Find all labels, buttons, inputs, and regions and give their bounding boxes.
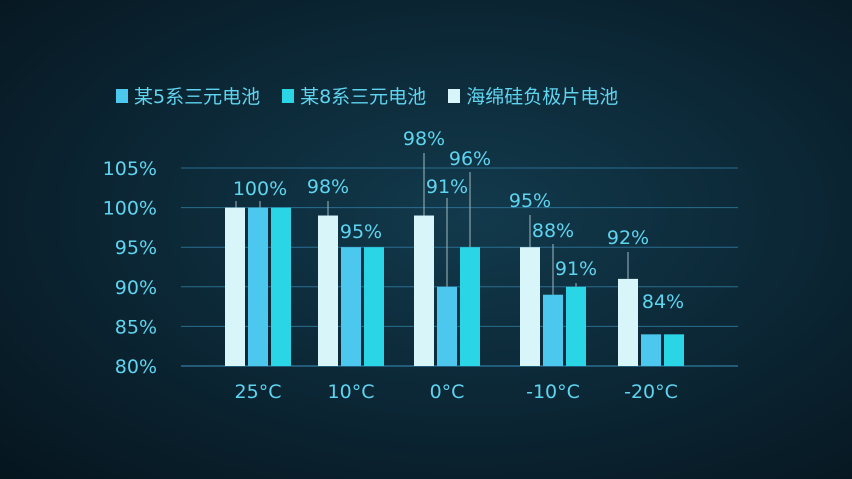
x-tick-label: 0°C [430, 381, 465, 403]
bar-s5 [341, 247, 361, 366]
legend-label-silicon: 海绵硅负极片电池 [466, 86, 619, 108]
legend-item-silicon: 海绵硅负极片电池 [448, 82, 618, 109]
bar-s8 [566, 286, 586, 366]
x-tick-label: 10°C [328, 381, 375, 403]
data-label: 91% [555, 258, 597, 280]
bar-s8 [271, 207, 291, 366]
bar-silicon [225, 207, 245, 366]
data-label: 84% [642, 291, 684, 313]
y-tick-label: 95% [115, 237, 157, 259]
bar-silicon [520, 247, 540, 366]
bar-silicon [618, 278, 638, 366]
bar-s5 [248, 207, 268, 366]
legend-swatch-silicon [448, 88, 461, 103]
legend-item-s5: 某5系三元电池 [116, 82, 260, 109]
data-label: 88% [532, 220, 574, 242]
bar-s8 [664, 334, 684, 366]
bar-s5 [437, 286, 457, 366]
bar-s5 [641, 334, 661, 366]
x-tick-label: -10°C [526, 381, 580, 403]
legend-label-s5: 某5系三元电池 [134, 86, 261, 108]
legend-swatch-s8 [282, 88, 295, 103]
data-label: 95% [509, 190, 551, 212]
y-tick-label: 100% [103, 198, 157, 220]
bar-s8 [460, 247, 480, 366]
x-tick-label: 25°C [235, 381, 282, 403]
bar-s8 [364, 247, 384, 366]
legend-item-s8: 某8系三元电池 [282, 82, 426, 109]
legend-label-s8: 某8系三元电池 [300, 86, 427, 108]
data-label: 98% [307, 176, 349, 198]
data-label: 96% [449, 148, 491, 170]
x-tick-label: -20°C [624, 381, 678, 403]
y-tick-label: 90% [115, 277, 157, 299]
y-tick-label: 80% [115, 356, 157, 378]
legend-swatch-s5 [116, 88, 128, 103]
y-tick-label: 85% [115, 316, 157, 338]
data-label: 100% [233, 178, 287, 200]
data-label: 91% [426, 176, 468, 198]
data-label: 98% [403, 128, 445, 150]
bar-silicon [318, 215, 338, 366]
bar-silicon [414, 215, 434, 366]
y-tick-label: 105% [103, 158, 157, 180]
data-label: 95% [340, 221, 382, 243]
data-label: 92% [607, 227, 649, 249]
chart-legend: 某5系三元电池 某8系三元电池 海绵硅负极片电池 [116, 82, 618, 109]
bar-s5 [543, 294, 563, 366]
